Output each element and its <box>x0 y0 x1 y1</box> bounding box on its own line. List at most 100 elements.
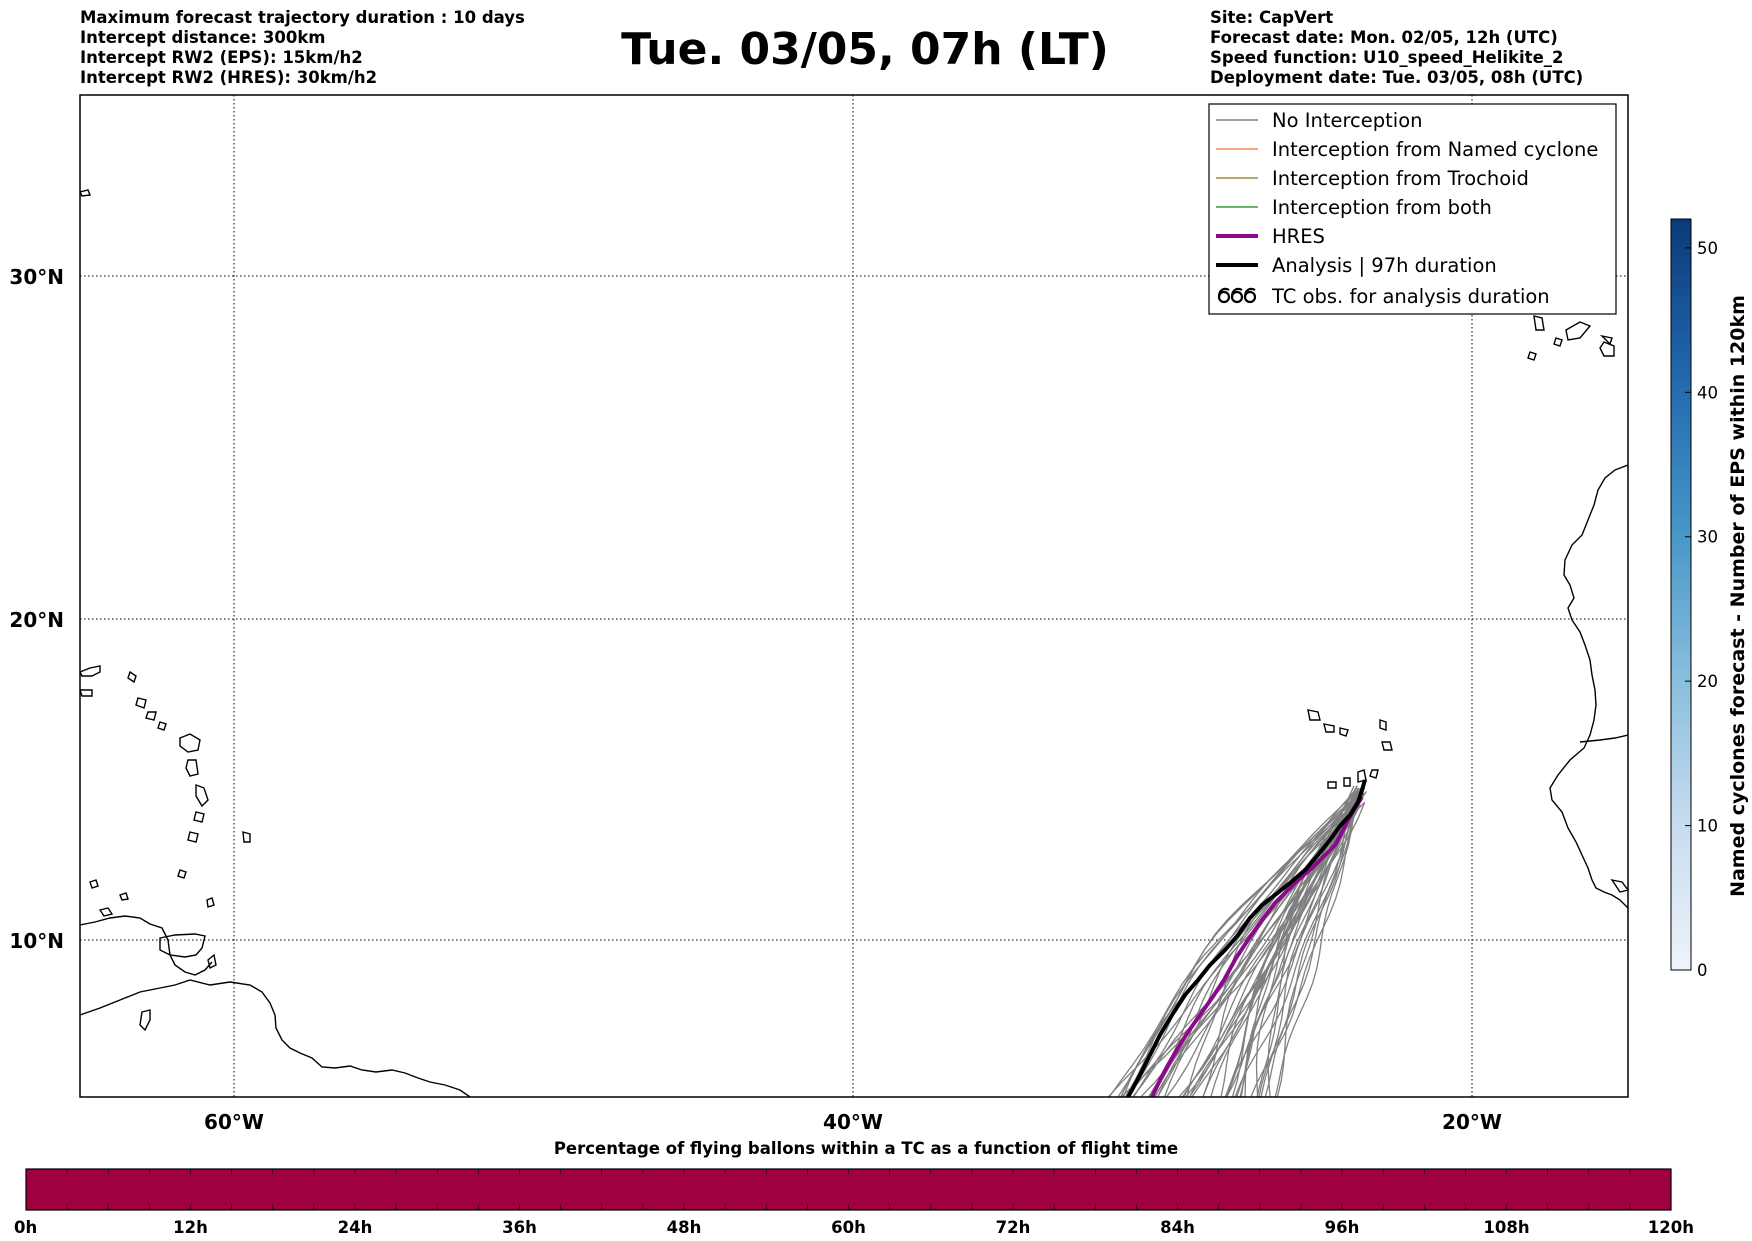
island-antilles-8 <box>185 759 199 777</box>
island-antilles-4 <box>135 697 147 709</box>
gambia-inlet <box>1579 734 1628 743</box>
trinidad-coast <box>159 933 206 958</box>
lon-label-20w: 20°W <box>1442 1110 1502 1134</box>
trajectories <box>1107 779 1368 1097</box>
island-antilles-10 <box>193 811 205 823</box>
island-4 <box>119 892 129 901</box>
colorbar-tick-label: 0 <box>1697 961 1708 980</box>
time-bar-label: 36h <box>502 1218 537 1237</box>
time-bar-label: 12h <box>173 1218 208 1237</box>
colorbar: 0 10 20 30 40 50 Named cyclones forecast - Nu… <box>1670 218 1749 980</box>
island-2 <box>98 907 114 917</box>
eps-track <box>1226 795 1362 1097</box>
legend-label-tc-obs: TC obs. for analysis duration <box>1271 285 1550 308</box>
island-tobago <box>207 953 217 970</box>
legend-label-trochoid: Interception from Trochoid <box>1272 167 1529 190</box>
info-max-duration: Maximum forecast trajectory duration : 1… <box>80 8 525 27</box>
island-antilles-6 <box>157 721 167 731</box>
legend-label-named-cyclone: Interception from Named cyclone <box>1272 138 1598 161</box>
colorbar-ticks: 0 10 20 30 40 50 <box>1685 239 1718 980</box>
info-intercept-hres: Intercept RW2 (HRES): 30km/h2 <box>80 68 378 87</box>
page-title: Tue. 03/05, 07h (LT) <box>621 24 1109 75</box>
canary-island-5 <box>1599 341 1615 357</box>
forecast-info-left: Maximum forecast trajectory duration : 1… <box>80 8 525 88</box>
island-antilles-9 <box>195 783 209 808</box>
colorbar-tick-label: 30 <box>1697 528 1718 547</box>
hres-track <box>1150 795 1364 1097</box>
colorbar-tick-label: 40 <box>1697 383 1718 402</box>
time-bar-label: 48h <box>667 1218 702 1237</box>
island-antilles-3 <box>127 670 137 684</box>
island-antilles-13 <box>242 831 251 843</box>
colorbar-tick-label: 10 <box>1697 817 1718 836</box>
cape-verde-island-7 <box>1343 777 1351 787</box>
time-bar-ticks <box>66 1169 1631 1210</box>
island-antilles-1 <box>80 665 101 677</box>
eps-track <box>1186 791 1354 1097</box>
canary-island-3 <box>1553 337 1563 347</box>
eps-track <box>1120 785 1359 1097</box>
time-bar-label: 60h <box>831 1218 866 1237</box>
colorbar-tick-label: 50 <box>1697 239 1718 258</box>
time-bar-label: 24h <box>338 1218 373 1237</box>
info-deployment-date: Deployment date: Tue. 03/05, 08h (UTC) <box>1210 68 1584 87</box>
tc-symbol-icon <box>1217 287 1257 304</box>
lat-label-30n: 30°N <box>9 265 64 289</box>
canary-island-4 <box>1527 351 1537 361</box>
eps-track <box>1202 792 1363 1097</box>
legend-label-no-interception: No Interception <box>1272 109 1423 132</box>
island-1 <box>139 1009 151 1032</box>
map-gridlines <box>80 95 1628 1097</box>
time-bar-label: 84h <box>1160 1218 1195 1237</box>
time-bar-label: 108h <box>1483 1218 1529 1237</box>
eps-track <box>1258 804 1358 1097</box>
map-frame <box>79 94 1629 1098</box>
eps-track <box>1157 785 1358 1097</box>
info-intercept-eps: Intercept RW2 (EPS): 15km/h2 <box>80 48 363 67</box>
lon-label-60w: 60°W <box>204 1110 264 1134</box>
cape-verde-island-8 <box>1357 769 1367 783</box>
legend-label-both: Interception from both <box>1272 196 1492 219</box>
south-america-coast <box>80 979 471 1097</box>
time-bar-fill <box>25 1168 1672 1211</box>
venezuela-coast <box>80 915 213 976</box>
legend-label-hres: HRES <box>1272 225 1325 248</box>
time-bar-label: 72h <box>996 1218 1031 1237</box>
cape-verde-island-9 <box>1369 769 1379 779</box>
eps-track <box>1231 787 1359 1097</box>
colorbar-gradient <box>1670 218 1692 971</box>
island-antilles-5 <box>145 711 157 721</box>
lat-label-10n: 10°N <box>9 929 64 953</box>
info-speed-function: Speed function: U10_speed_Helikite_2 <box>1210 48 1564 67</box>
island-antilles-2 <box>80 689 93 697</box>
colorbar-title: Named cyclones forecast - Number of EPS … <box>1727 295 1749 897</box>
island-bermuda-area <box>80 189 91 197</box>
info-intercept-distance: Intercept distance: 300km <box>80 28 326 47</box>
forecast-info-right: Site: CapVert Forecast date: Mon. 02/05,… <box>1210 8 1583 88</box>
africa-island-1 <box>1610 878 1628 893</box>
time-bar-label: 0h <box>14 1218 37 1237</box>
canary-island-1 <box>1533 315 1545 331</box>
colorbar-tick-label: 20 <box>1697 672 1718 691</box>
cape-verde-island-3 <box>1339 727 1349 737</box>
time-bar-label: 96h <box>1325 1218 1360 1237</box>
cape-verde-island-5 <box>1381 741 1393 751</box>
info-site: Site: CapVert <box>1210 8 1334 27</box>
eps-track <box>1276 786 1363 1097</box>
legend-label-analysis: Analysis | 97h duration <box>1272 254 1497 277</box>
island-antilles-12 <box>177 869 187 879</box>
cape-verde-island-1 <box>1307 709 1321 721</box>
island-antilles-7 <box>179 733 201 753</box>
eps-no-interception-tracks <box>1107 785 1368 1097</box>
eps-track <box>1250 801 1360 1097</box>
coastlines <box>80 189 1628 1097</box>
lat-label-20n: 20°N <box>9 608 64 632</box>
island-5 <box>206 897 215 908</box>
eps-track <box>1264 800 1357 1097</box>
west-africa-coast <box>1549 464 1628 909</box>
time-bar-title: Percentage of flying ballons within a TC… <box>554 1139 1178 1158</box>
legend: No Interception Interception from Named … <box>1208 103 1617 315</box>
cape-verde-island-4 <box>1379 719 1387 731</box>
legend-box <box>1208 103 1617 315</box>
